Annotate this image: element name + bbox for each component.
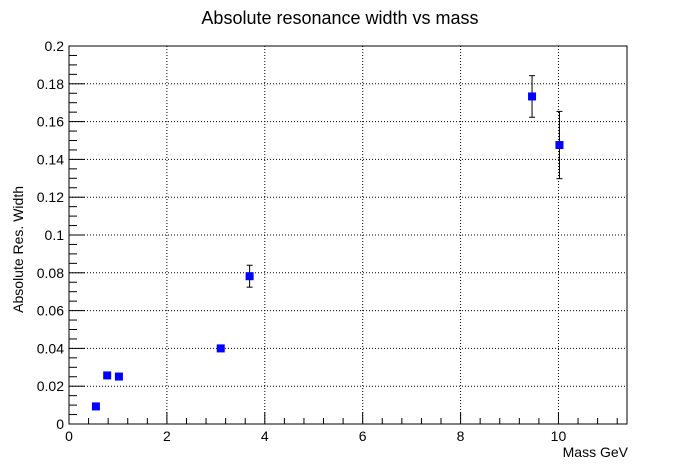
y-tick-label: 0.16 <box>37 114 64 130</box>
y-tick-label: 0.08 <box>37 265 64 281</box>
data-point <box>245 272 254 281</box>
data-point <box>216 344 225 353</box>
data-point <box>528 92 537 101</box>
y-tick-label: 0.02 <box>37 378 64 394</box>
x-tick-label: 8 <box>457 428 465 444</box>
y-tick-label: 0 <box>56 416 64 432</box>
y-tick-label: 0.06 <box>37 303 64 319</box>
x-tick-label: 2 <box>163 428 171 444</box>
chart-title: Absolute resonance width vs mass <box>201 8 479 28</box>
data-point <box>555 141 564 150</box>
data-point <box>91 402 100 411</box>
y-tick-label: 0.1 <box>45 227 65 243</box>
y-tick-label: 0.2 <box>45 38 65 54</box>
x-tick-label: 6 <box>359 428 367 444</box>
x-tick-label: 10 <box>551 428 567 444</box>
x-axis-label: Mass GeV <box>562 444 628 460</box>
y-tick-label: 0.04 <box>37 340 64 356</box>
y-tick-label: 0.18 <box>37 76 64 92</box>
data-point <box>103 371 112 380</box>
y-tick-label: 0.14 <box>37 151 64 167</box>
x-tick-label: 4 <box>261 428 269 444</box>
data-point <box>114 372 123 381</box>
x-tick-label: 0 <box>65 428 73 444</box>
y-tick-label: 0.12 <box>37 189 64 205</box>
